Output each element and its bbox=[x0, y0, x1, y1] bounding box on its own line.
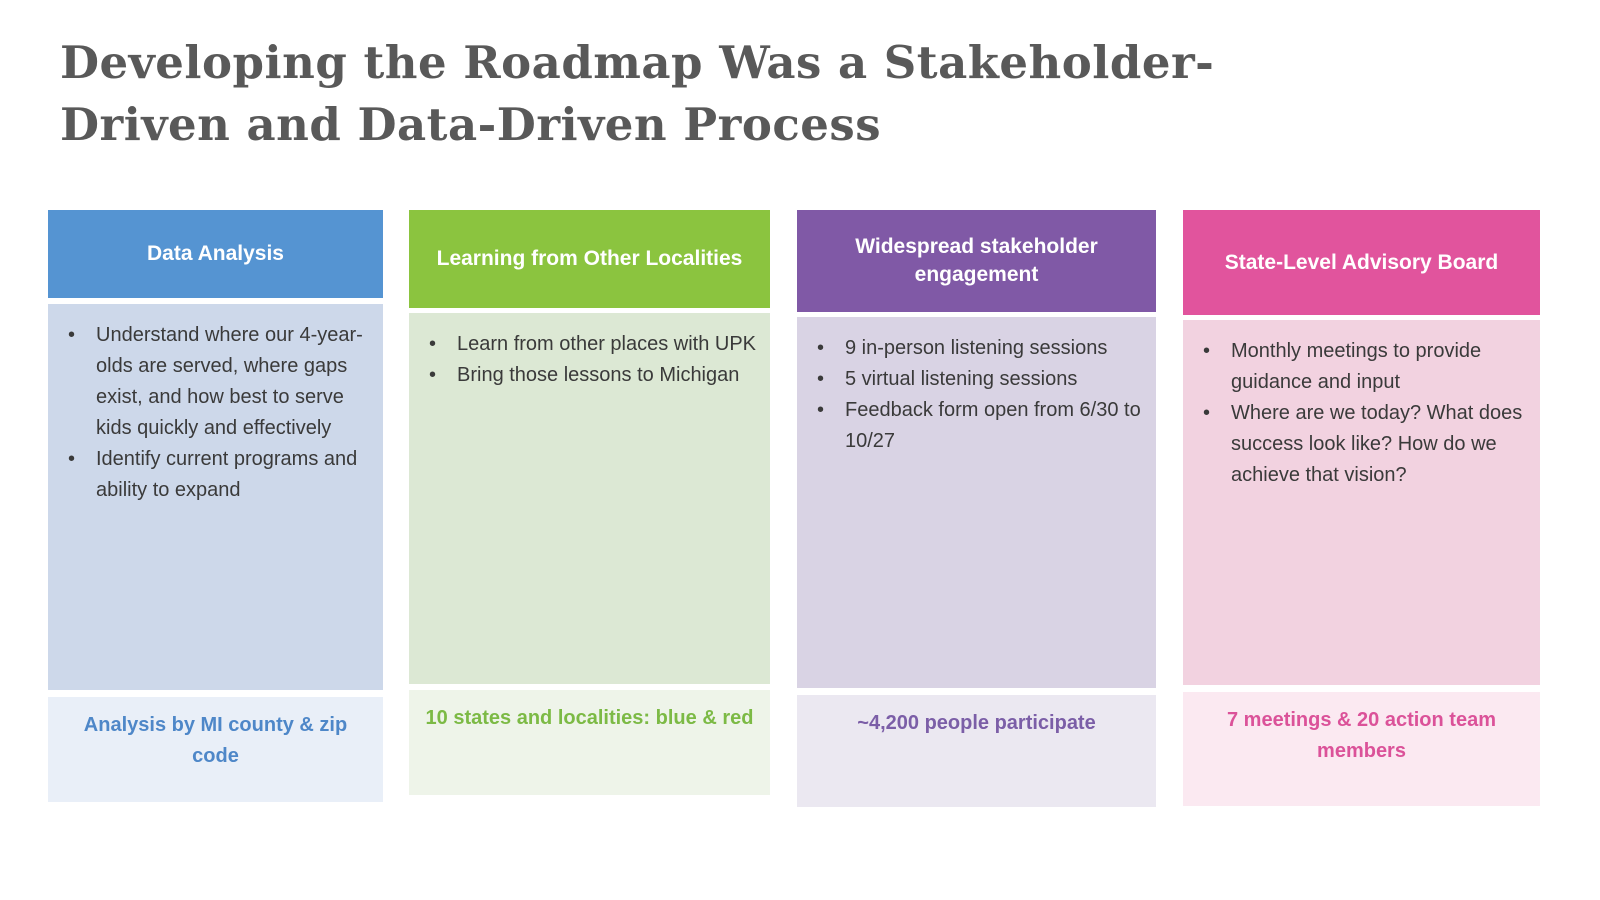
column-header-label: Data Analysis bbox=[147, 242, 284, 265]
column-footer-label: 10 states and localities: blue & red bbox=[425, 707, 754, 729]
bullet-text: Where are we today? What does success lo… bbox=[1231, 402, 1523, 486]
column-learning-from-other-localities: Learning from Other Localities • Learn f… bbox=[409, 210, 770, 807]
column-state-level-advisory-board: State-Level Advisory Board • Monthly mee… bbox=[1183, 210, 1540, 807]
column-footer: Analysis by MI county & zip code bbox=[48, 697, 383, 802]
bullet-dot: • bbox=[817, 368, 825, 390]
bullet-item: • Bring those lessons to Michigan bbox=[419, 360, 758, 391]
bullet-item: • Where are we today? What does success … bbox=[1193, 398, 1528, 491]
page-title-line-1: Developing the Roadmap Was a Stakeholder… bbox=[60, 36, 1215, 89]
bullet-text: 5 virtual listening sessions bbox=[845, 368, 1078, 390]
column-footer-label: 7 meetings & 20 action team members bbox=[1227, 709, 1496, 762]
column-header-label: Learning from Other Localities bbox=[436, 247, 743, 270]
column-header-label: Widespread stakeholder engagement bbox=[855, 235, 1098, 286]
column-header: Widespread stakeholder engagement bbox=[797, 210, 1156, 312]
column-data-analysis: Data Analysis • Understand where our 4-y… bbox=[48, 210, 383, 807]
bullet-dot: • bbox=[68, 324, 76, 346]
column-body: • Understand where our 4-year-olds are s… bbox=[48, 304, 383, 690]
column-footer: 7 meetings & 20 action team members bbox=[1183, 692, 1540, 806]
process-columns: Data Analysis • Understand where our 4-y… bbox=[48, 210, 1540, 807]
bullet-dot: • bbox=[429, 333, 437, 355]
bullet-dot: • bbox=[1203, 340, 1211, 362]
page-title-line-2: Driven and Data-Driven Process bbox=[60, 98, 882, 151]
column-body: • 9 in-person listening sessions • 5 vir… bbox=[797, 317, 1156, 688]
bullet-text: Bring those lessons to Michigan bbox=[457, 364, 740, 386]
column-header: Data Analysis bbox=[48, 210, 383, 298]
bullet-item: • Monthly meetings to provide guidance a… bbox=[1193, 336, 1528, 398]
column-header: Learning from Other Localities bbox=[409, 210, 770, 308]
column-header-label: State-Level Advisory Board bbox=[1224, 250, 1499, 274]
bullet-item: • Feedback form open from 6/30 to 10/27 bbox=[807, 395, 1144, 457]
bullet-list: • Understand where our 4-year-olds are s… bbox=[58, 320, 371, 506]
column-header: State-Level Advisory Board bbox=[1183, 210, 1540, 315]
bullet-text: Monthly meetings to provide guidance and… bbox=[1231, 340, 1482, 393]
bullet-list: • 9 in-person listening sessions • 5 vir… bbox=[807, 333, 1144, 457]
bullet-text: Understand where our 4-year-olds are ser… bbox=[96, 324, 363, 439]
column-body: • Monthly meetings to provide guidance a… bbox=[1183, 320, 1540, 685]
column-widespread-stakeholder-engagement: Widespread stakeholder engagement • 9 in… bbox=[797, 210, 1156, 807]
column-footer-label: ~4,200 people participate bbox=[857, 712, 1096, 734]
bullet-item: • 5 virtual listening sessions bbox=[807, 364, 1144, 395]
bullet-dot: • bbox=[817, 399, 825, 421]
bullet-text: Identify current programs and ability to… bbox=[96, 448, 358, 501]
bullet-item: • Learn from other places with UPK bbox=[419, 329, 758, 360]
bullet-text: 9 in-person listening sessions bbox=[845, 337, 1108, 359]
column-footer: ~4,200 people participate bbox=[797, 695, 1156, 807]
bullet-text: Feedback form open from 6/30 to 10/27 bbox=[845, 399, 1141, 452]
bullet-dot: • bbox=[68, 448, 76, 470]
page-title: Developing the Roadmap Was a Stakeholder… bbox=[60, 32, 1214, 156]
column-footer-label: Analysis by MI county & zip code bbox=[83, 714, 348, 767]
bullet-item: • Understand where our 4-year-olds are s… bbox=[58, 320, 371, 444]
bullet-item: • Identify current programs and ability … bbox=[58, 444, 371, 506]
bullet-item: • 9 in-person listening sessions bbox=[807, 333, 1144, 364]
bullet-text: Learn from other places with UPK bbox=[457, 333, 757, 355]
bullet-dot: • bbox=[429, 364, 437, 386]
bullet-list: • Monthly meetings to provide guidance a… bbox=[1193, 336, 1528, 491]
bullet-dot: • bbox=[1203, 402, 1211, 424]
column-footer: 10 states and localities: blue & red bbox=[409, 690, 770, 795]
bullet-dot: • bbox=[817, 337, 825, 359]
column-body: • Learn from other places with UPK • Bri… bbox=[409, 313, 770, 684]
bullet-list: • Learn from other places with UPK • Bri… bbox=[419, 329, 758, 391]
